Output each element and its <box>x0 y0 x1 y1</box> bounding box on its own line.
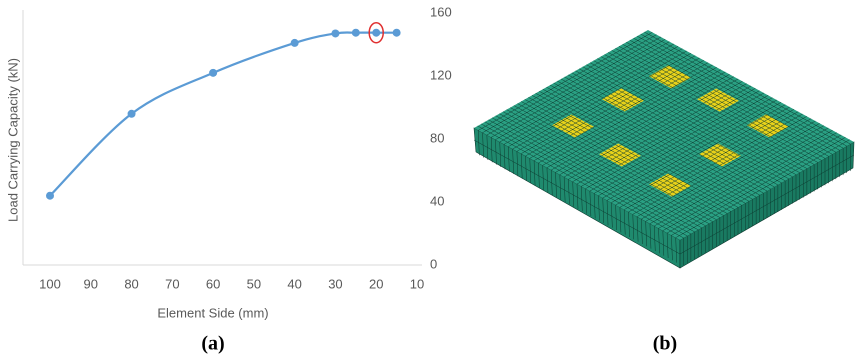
y-tick-label: 40 <box>430 193 444 208</box>
x-tick-label: 80 <box>124 276 138 291</box>
figure: Element Side (mm) Load Carrying Capacity… <box>0 0 855 359</box>
data-point <box>291 39 299 47</box>
data-point <box>46 192 54 200</box>
data-point <box>128 110 136 118</box>
y-tick-label: 160 <box>430 4 452 19</box>
x-tick-label: 60 <box>206 276 220 291</box>
data-point <box>393 29 401 37</box>
x-tick-label: 70 <box>165 276 179 291</box>
data-point <box>331 29 339 37</box>
x-tick-label: 20 <box>369 276 383 291</box>
data-point <box>209 69 217 77</box>
x-tick-label: 90 <box>84 276 98 291</box>
data-line <box>50 32 397 195</box>
y-axis-title: Load Carrying Capacity (kN) <box>5 58 20 222</box>
x-tick-label: 30 <box>328 276 342 291</box>
x-tick-label: 40 <box>287 276 301 291</box>
mesh-model <box>474 30 854 268</box>
x-tick-label: 50 <box>247 276 261 291</box>
panel-label: (b) <box>653 333 677 355</box>
y-tick-label: 120 <box>430 67 452 82</box>
panel-label: (a) <box>201 333 224 355</box>
y-tick-label: 0 <box>430 256 437 271</box>
data-point <box>372 29 380 37</box>
x-tick-label: 100 <box>39 276 61 291</box>
slab-top <box>474 30 854 240</box>
y-tick-label: 80 <box>430 130 444 145</box>
data-point <box>352 29 360 37</box>
x-axis-title: Element Side (mm) <box>157 305 268 320</box>
x-tick-label: 10 <box>410 276 424 291</box>
